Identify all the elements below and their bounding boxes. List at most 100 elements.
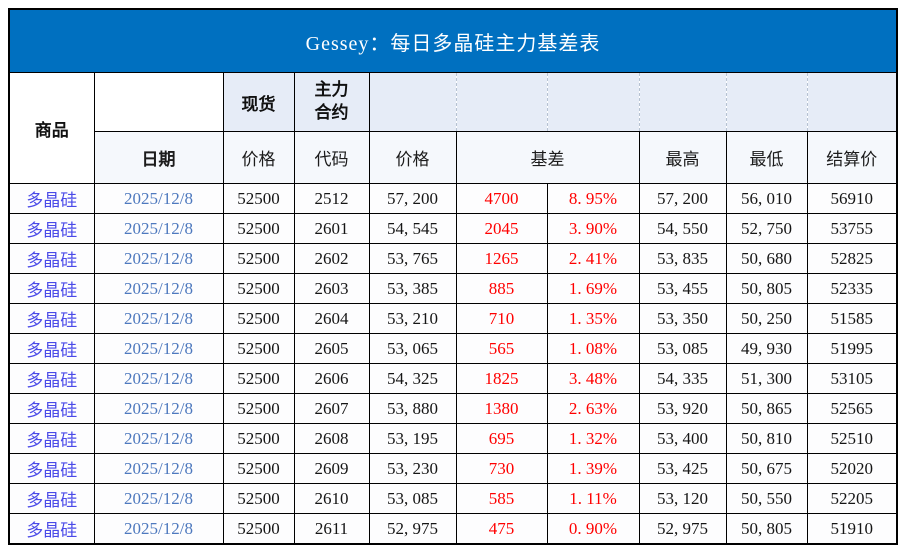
header-band-cell[interactable] [725,72,807,132]
cell-basis[interactable]: 695 [455,423,548,454]
cell-basis-pct[interactable]: 1. 11% [546,483,640,514]
cell-high[interactable]: 53, 120 [638,483,727,514]
col-header-date[interactable]: 日期 [93,131,224,184]
cell-date[interactable]: 2025/12/8 [93,183,224,214]
cell-date[interactable]: 2025/12/8 [93,393,224,424]
cell-date[interactable]: 2025/12/8 [93,453,224,484]
cell-futures-price[interactable]: 54, 545 [368,213,457,244]
cell-low[interactable]: 50, 550 [725,483,808,514]
cell-basis-pct[interactable]: 1. 35% [546,303,640,334]
cell-commodity[interactable]: 多晶硅 [8,213,95,244]
cell-basis[interactable]: 1265 [455,243,548,274]
cell-basis-pct[interactable]: 3. 48% [546,363,640,394]
cell-date[interactable]: 2025/12/8 [93,333,224,364]
cell-commodity[interactable]: 多晶硅 [8,483,95,514]
cell-futures-price[interactable]: 53, 210 [368,303,457,334]
cell-basis[interactable]: 1825 [455,363,548,394]
cell-commodity[interactable]: 多晶硅 [8,333,95,364]
cell-basis[interactable]: 565 [455,333,548,364]
cell-commodity[interactable]: 多晶硅 [8,513,95,545]
cell-high[interactable]: 53, 920 [638,393,727,424]
cell-contract-code[interactable]: 2609 [293,453,370,484]
cell-basis-pct[interactable]: 1. 32% [546,423,640,454]
cell-low[interactable]: 56, 010 [725,183,808,214]
cell-contract-code[interactable]: 2605 [293,333,370,364]
cell-futures-price[interactable]: 53, 195 [368,423,457,454]
cell-low[interactable]: 50, 805 [725,513,808,545]
cell-settlement[interactable]: 51910 [806,513,898,545]
header-band-cell[interactable] [368,72,456,132]
cell-contract-code[interactable]: 2606 [293,363,370,394]
cell-high[interactable]: 57, 200 [638,183,727,214]
col-header-main-contract-group[interactable]: 主力合约 [293,72,370,132]
cell-date[interactable]: 2025/12/8 [93,513,224,545]
cell-high[interactable]: 53, 425 [638,453,727,484]
col-header-spot-price[interactable]: 价格 [222,131,295,184]
cell-basis[interactable]: 585 [455,483,548,514]
cell-futures-price[interactable]: 53, 765 [368,243,457,274]
header-band-cell[interactable] [455,72,547,132]
cell-low[interactable]: 49, 930 [725,333,808,364]
cell-basis[interactable]: 475 [455,513,548,545]
cell-basis[interactable]: 4700 [455,183,548,214]
cell-settlement[interactable]: 51585 [806,303,898,334]
header-band-cell[interactable] [638,72,726,132]
cell-commodity[interactable]: 多晶硅 [8,393,95,424]
cell-settlement[interactable]: 52205 [806,483,898,514]
cell-futures-price[interactable]: 53, 880 [368,393,457,424]
cell-futures-price[interactable]: 54, 325 [368,363,457,394]
cell-settlement[interactable]: 52825 [806,243,898,274]
cell-contract-code[interactable]: 2608 [293,423,370,454]
cell-date[interactable]: 2025/12/8 [93,483,224,514]
cell-settlement[interactable]: 52335 [806,273,898,304]
cell-low[interactable]: 51, 300 [725,363,808,394]
cell-low[interactable]: 50, 680 [725,243,808,274]
cell-settlement[interactable]: 52565 [806,393,898,424]
cell-high[interactable]: 54, 335 [638,363,727,394]
col-header-spot-group[interactable]: 现货 [222,72,295,132]
cell-date[interactable]: 2025/12/8 [93,243,224,274]
cell-date[interactable]: 2025/12/8 [93,213,224,244]
cell-basis[interactable]: 1380 [455,393,548,424]
cell-basis-pct[interactable]: 1. 08% [546,333,640,364]
cell-spot-price[interactable]: 52500 [222,423,295,454]
cell-high[interactable]: 53, 835 [638,243,727,274]
cell-low[interactable]: 50, 810 [725,423,808,454]
cell-low[interactable]: 50, 675 [725,453,808,484]
cell-commodity[interactable]: 多晶硅 [8,183,95,214]
cell-spot-price[interactable]: 52500 [222,513,295,545]
cell-basis-pct[interactable]: 2. 41% [546,243,640,274]
cell-contract-code[interactable]: 2611 [293,513,370,545]
cell-commodity[interactable]: 多晶硅 [8,453,95,484]
col-header-high[interactable]: 最高 [638,131,727,184]
cell-basis-pct[interactable]: 0. 90% [546,513,640,545]
cell-contract-code[interactable]: 2601 [293,213,370,244]
cell-high[interactable]: 53, 350 [638,303,727,334]
cell-futures-price[interactable]: 53, 065 [368,333,457,364]
cell-basis[interactable]: 730 [455,453,548,484]
cell-basis-pct[interactable]: 1. 69% [546,273,640,304]
cell-date[interactable]: 2025/12/8 [93,423,224,454]
col-header-low[interactable]: 最低 [725,131,808,184]
cell-spot-price[interactable]: 52500 [222,453,295,484]
cell-commodity[interactable]: 多晶硅 [8,243,95,274]
header-band-cell[interactable] [546,72,639,132]
header-band-cell[interactable] [806,72,898,132]
cell-commodity[interactable]: 多晶硅 [8,273,95,304]
cell-high[interactable]: 53, 400 [638,423,727,454]
cell-low[interactable]: 50, 250 [725,303,808,334]
cell-commodity[interactable]: 多晶硅 [8,423,95,454]
cell-spot-price[interactable]: 52500 [222,393,295,424]
cell-settlement[interactable]: 52020 [806,453,898,484]
cell-date[interactable]: 2025/12/8 [93,363,224,394]
cell-contract-code[interactable]: 2603 [293,273,370,304]
cell-low[interactable]: 50, 805 [725,273,808,304]
cell-contract-code[interactable]: 2607 [293,393,370,424]
cell-contract-code[interactable]: 2610 [293,483,370,514]
cell-settlement[interactable]: 51995 [806,333,898,364]
cell-settlement[interactable]: 52510 [806,423,898,454]
cell-high[interactable]: 54, 550 [638,213,727,244]
cell-spot-price[interactable]: 52500 [222,273,295,304]
col-header-settlement[interactable]: 结算价 [806,131,898,184]
col-header-commodity[interactable]: 商品 [8,72,95,184]
